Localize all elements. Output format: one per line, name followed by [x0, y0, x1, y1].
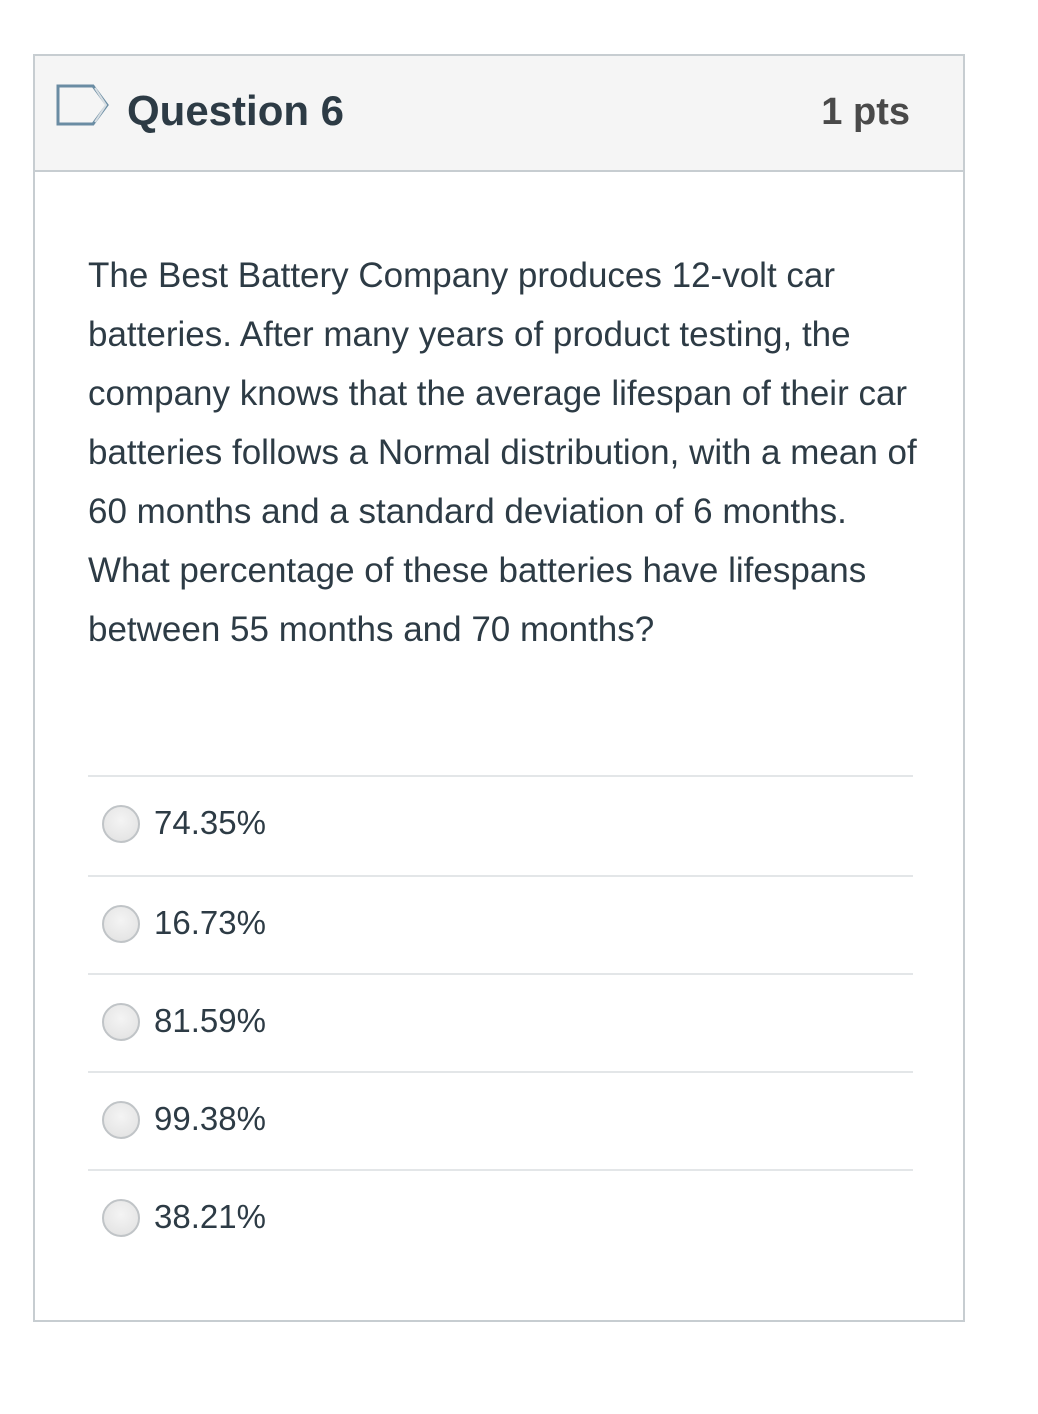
answer-option[interactable]: 99.38% [88, 1071, 913, 1169]
answer-option[interactable]: 38.21% [88, 1169, 913, 1267]
answer-label[interactable]: 38.21% [154, 1198, 266, 1235]
question-card: Question 6 1 pts The Best Battery Compan… [33, 54, 965, 1322]
answer-radio[interactable] [102, 1199, 140, 1237]
answer-radio[interactable] [102, 805, 140, 843]
answer-radio[interactable] [102, 1003, 140, 1041]
answer-label[interactable]: 16.73% [154, 904, 266, 941]
flag-question-icon[interactable] [55, 83, 111, 127]
question-text: The Best Battery Company produces 12-vol… [88, 256, 917, 649]
answer-radio[interactable] [102, 905, 140, 943]
answer-radio[interactable] [102, 1101, 140, 1139]
question-header: Question 6 1 pts [35, 56, 963, 172]
answer-option[interactable]: 16.73% [88, 875, 913, 973]
answer-option[interactable]: 81.59% [88, 973, 913, 1071]
answer-label[interactable]: 74.35% [154, 804, 266, 841]
answer-label[interactable]: 99.38% [154, 1100, 266, 1137]
answer-list: 74.35% 16.73% 81.59% 99.38% 38.21% [88, 775, 913, 1267]
answer-option[interactable]: 74.35% [88, 775, 913, 875]
question-points: 1 pts [821, 91, 910, 133]
question-title: Question 6 [127, 87, 345, 134]
answer-label[interactable]: 81.59% [154, 1002, 266, 1039]
